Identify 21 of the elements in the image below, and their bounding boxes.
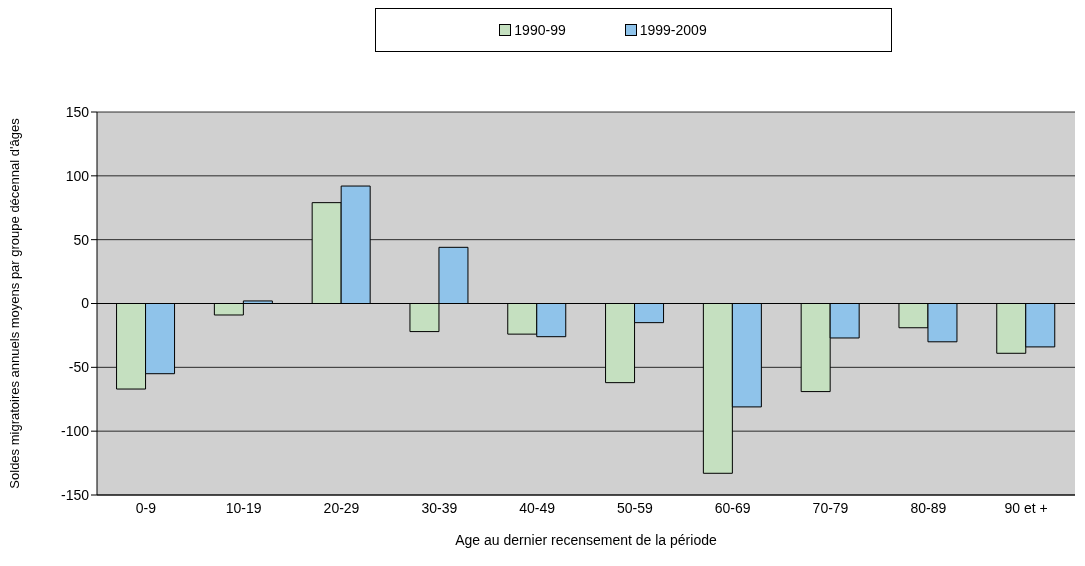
y-tick-label: 100 xyxy=(65,167,90,184)
x-tick-label: 30-39 xyxy=(421,499,458,516)
y-tick-label: -100 xyxy=(60,423,90,440)
y-tick-label: -150 xyxy=(60,486,90,503)
x-tick-label: 60-69 xyxy=(714,499,751,516)
y-tick-label: 50 xyxy=(73,231,90,248)
x-tick-label: 90 et + xyxy=(1004,499,1048,516)
x-tick-label: 70-79 xyxy=(812,499,849,516)
x-tick-label: 50-59 xyxy=(616,499,654,516)
y-tick-label: -50 xyxy=(68,359,90,376)
x-tick-label: 10-19 xyxy=(225,499,262,516)
text: 1990-99 xyxy=(513,22,566,38)
x-tick-label: 40-49 xyxy=(519,499,556,516)
x-tick-label: 0-9 xyxy=(135,499,157,516)
x-tick-label: 20-29 xyxy=(323,499,360,516)
legend-label: 1999-2009 xyxy=(638,22,707,38)
y-tick-label: 0 xyxy=(81,295,90,312)
x-axis-title: Age au dernier recensement de la période xyxy=(455,532,717,548)
x-tick-label: 80-89 xyxy=(910,499,947,516)
y-axis-title: Soldes migratoires annuels moyens par groupe décennal d'âges xyxy=(6,117,22,489)
y-tick-label: 150 xyxy=(65,103,90,120)
